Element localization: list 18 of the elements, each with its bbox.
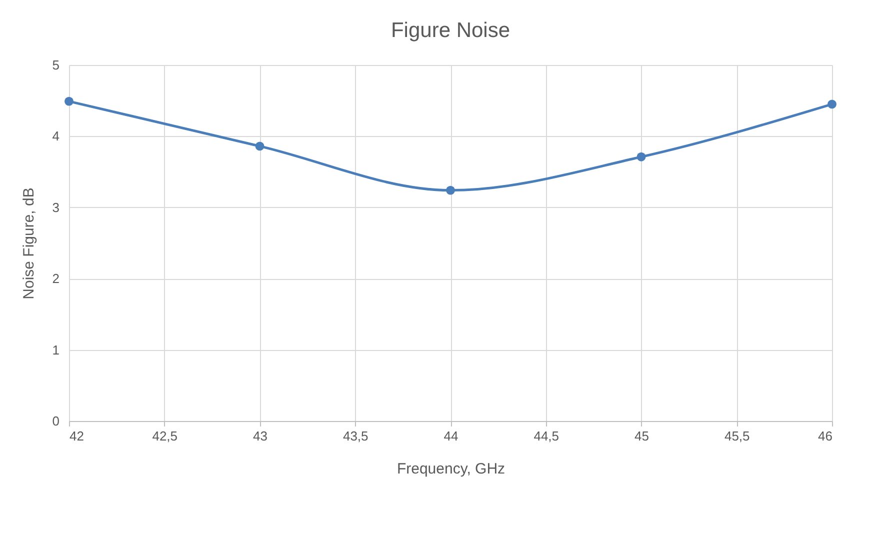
chart-title: Figure Noise xyxy=(390,19,510,42)
x-tick-label: 42 xyxy=(70,428,84,444)
x-tick-label: 43,5 xyxy=(342,428,368,444)
x-tick-label: 44 xyxy=(444,428,458,444)
x-tick-label: 45 xyxy=(634,428,649,444)
y-tick-label: 3 xyxy=(52,200,60,215)
x-axis-title: Frequency, GHz xyxy=(396,460,506,478)
y-tick-label: 1 xyxy=(52,342,60,358)
x-tick-label: 46 xyxy=(818,428,832,444)
x-tick-label: 43 xyxy=(253,428,268,444)
y-tick-label: 4 xyxy=(52,128,60,144)
y-tick-label: 2 xyxy=(52,271,60,286)
y-axis-title: Noise Figure, dB xyxy=(20,188,38,300)
y-tick-label: 0 xyxy=(52,414,60,428)
x-tick-label: 42,5 xyxy=(152,428,178,444)
x-tick-label: 45,5 xyxy=(724,428,750,444)
x-tick-label: 44,5 xyxy=(534,428,560,444)
y-tick-label: 5 xyxy=(52,58,60,72)
